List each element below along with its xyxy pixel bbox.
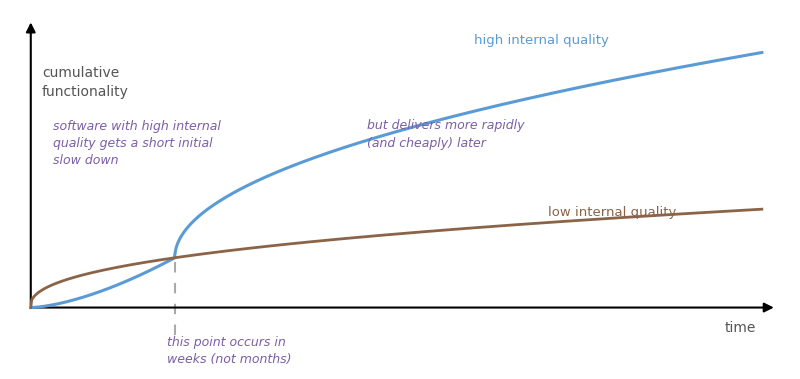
Text: time: time [725, 321, 756, 335]
Text: high internal quality: high internal quality [474, 34, 609, 47]
Text: cumulative
functionality: cumulative functionality [42, 66, 129, 99]
Text: software with high internal
quality gets a short initial
slow down: software with high internal quality gets… [53, 119, 221, 166]
Text: but delivers more rapidly
(and cheaply) later: but delivers more rapidly (and cheaply) … [366, 119, 524, 150]
Text: this point occurs in
weeks (not months): this point occurs in weeks (not months) [167, 336, 292, 366]
Text: low internal quality: low internal quality [548, 207, 676, 219]
